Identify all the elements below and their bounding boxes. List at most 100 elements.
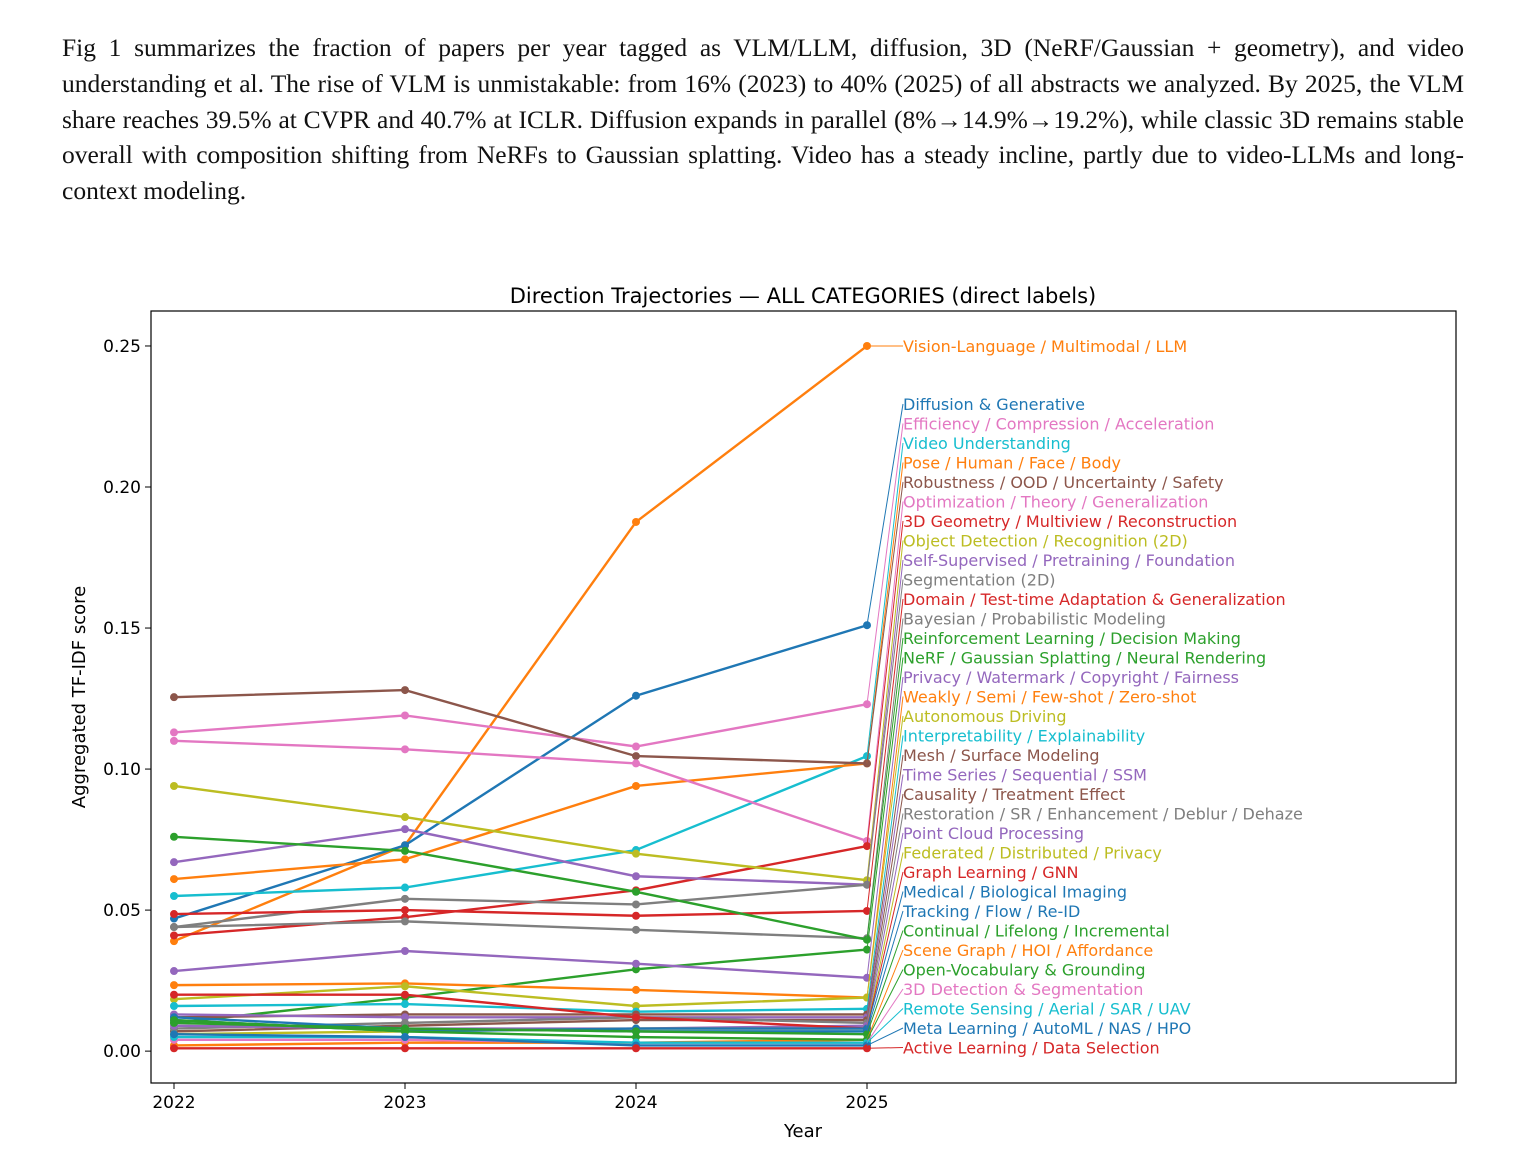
leader-line	[866, 930, 904, 1035]
series-label: Causality / Treatment Effect	[903, 785, 1125, 804]
data-point	[401, 990, 409, 999]
data-point	[401, 982, 409, 991]
data-point	[401, 841, 409, 850]
leader-line	[866, 891, 904, 1029]
data-point	[401, 883, 409, 892]
series-label: 3D Geometry / Multiview / Reconstruction	[903, 512, 1237, 531]
series-label: Point Cloud Processing	[903, 824, 1084, 843]
leader-line	[866, 793, 904, 1021]
series-line	[173, 908, 868, 917]
series-label: Tracking / Flow / Re-ID	[902, 902, 1080, 921]
data-point	[401, 1013, 409, 1022]
data-point	[632, 985, 640, 994]
y-tick-label: 0.20	[103, 478, 141, 498]
series-label: Reinforcement Learning / Decision Making	[903, 629, 1241, 648]
series-label: NeRF / Gaussian Splatting / Neural Rende…	[903, 649, 1266, 668]
leader-line	[866, 774, 904, 1018]
data-point	[401, 1000, 409, 1009]
leader-line	[866, 501, 904, 842]
series-label: Pose / Human / Face / Body	[903, 454, 1121, 473]
data-point	[632, 872, 640, 881]
series-line	[173, 985, 868, 1008]
data-point	[170, 981, 178, 990]
data-point	[401, 1027, 409, 1036]
series-line	[173, 624, 868, 920]
data-point	[170, 1030, 178, 1039]
series-label: Privacy / Watermark / Copyright / Fairne…	[903, 668, 1239, 687]
series-line	[173, 1002, 868, 1013]
data-point	[632, 752, 640, 761]
leader-line	[866, 1047, 904, 1049]
series-line	[173, 784, 868, 882]
series-label: Mesh / Surface Modeling	[903, 746, 1100, 765]
y-axis: 0.00 0.05 0.10 0.15 0.20 0.25	[103, 337, 151, 1062]
data-point	[632, 900, 640, 909]
leader-line	[866, 754, 904, 1015]
data-point	[632, 517, 640, 526]
series-line	[173, 1013, 867, 1019]
data-point	[401, 711, 409, 720]
leader-line	[866, 871, 904, 1029]
data-point	[401, 1018, 409, 1027]
series-line	[174, 993, 868, 1030]
series-label: Open-Vocabulary & Grounding	[903, 961, 1146, 980]
leader-line	[866, 423, 904, 705]
series-label: Segmentation (2D)	[903, 571, 1056, 590]
series-label: Weakly / Semi / Few-shot / Zero-shot	[903, 688, 1196, 707]
data-point	[632, 1033, 640, 1042]
y-tick-label: 0.00	[103, 1042, 141, 1062]
leader-line	[866, 1008, 904, 1044]
leader-line	[866, 813, 904, 1024]
leader-line	[866, 579, 904, 885]
y-tick-label: 0.15	[103, 619, 141, 639]
leader-line	[866, 481, 904, 764]
series-label: Optimization / Theory / Generalization	[903, 493, 1208, 512]
series-label: Scene Graph / HOI / Affordance	[903, 941, 1153, 960]
x-tick-label: 2025	[845, 1093, 888, 1113]
series-line	[173, 827, 868, 886]
data-point	[170, 693, 178, 702]
series-line	[173, 1038, 868, 1047]
x-axis: 2022 2023 2024 2025	[152, 1083, 889, 1113]
data-point	[401, 906, 409, 915]
leader-line	[866, 715, 904, 998]
series-label: Restoration / SR / Enhancement / Deblur …	[903, 805, 1303, 824]
leader-line	[866, 520, 904, 847]
y-tick-label: 0.10	[103, 760, 141, 780]
series-label: Vision-Language / Multimodal / LLM	[903, 337, 1187, 356]
data-point	[401, 825, 409, 834]
data-point	[401, 686, 409, 695]
y-tick-label: 0.25	[103, 337, 141, 357]
data-point	[401, 855, 409, 864]
leader-line	[866, 735, 904, 1009]
data-point	[170, 858, 178, 867]
data-point	[632, 1013, 640, 1022]
series-line	[173, 1024, 868, 1030]
series-label: Bayesian / Probabilistic Modeling	[903, 610, 1166, 629]
series-label: Efficiency / Compression / Acceleration	[903, 415, 1214, 434]
series-label: Medical / Biological Imaging	[903, 883, 1127, 902]
series-label: 3D Detection & Segmentation	[903, 980, 1143, 999]
leader-line	[866, 852, 904, 1029]
series-line	[173, 703, 868, 748]
data-point	[632, 959, 640, 968]
data-point	[170, 910, 178, 919]
data-point	[401, 1044, 409, 1053]
series-label: Active Learning / Data Selection	[903, 1039, 1160, 1058]
data-point	[170, 937, 178, 946]
data-point	[632, 742, 640, 751]
data-point	[401, 813, 409, 822]
plot-area	[170, 341, 871, 1053]
data-point	[170, 967, 178, 976]
series-label: Domain / Test-time Adaptation & Generali…	[903, 590, 1286, 609]
data-point	[632, 1001, 640, 1010]
series-line	[173, 754, 868, 898]
data-point	[170, 736, 178, 745]
data-point	[170, 1001, 178, 1010]
data-point	[632, 849, 640, 858]
series-line	[173, 345, 868, 943]
leader-line	[866, 657, 904, 950]
series-label: Federated / Distributed / Privacy	[903, 844, 1162, 863]
leader-line	[866, 969, 904, 1041]
